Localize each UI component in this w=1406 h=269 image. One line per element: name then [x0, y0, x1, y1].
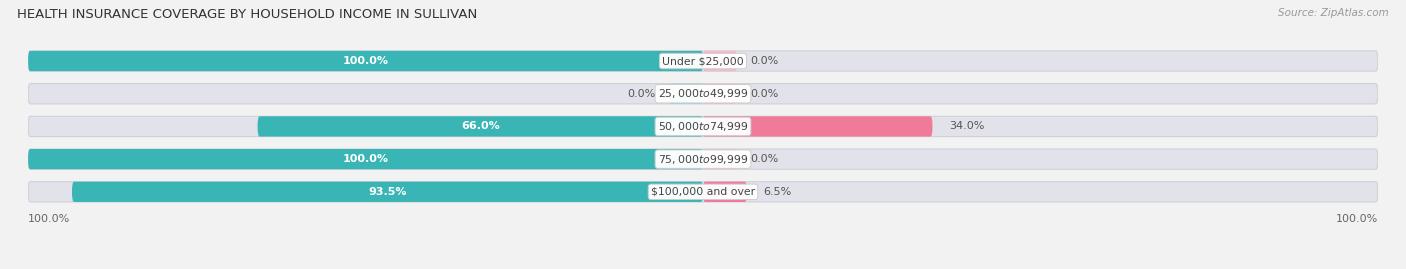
Text: $50,000 to $74,999: $50,000 to $74,999	[658, 120, 748, 133]
Text: 100.0%: 100.0%	[1336, 214, 1378, 224]
Text: Under $25,000: Under $25,000	[662, 56, 744, 66]
FancyBboxPatch shape	[703, 149, 737, 169]
Text: 100.0%: 100.0%	[343, 154, 388, 164]
FancyBboxPatch shape	[28, 84, 1378, 104]
Text: 0.0%: 0.0%	[627, 89, 655, 99]
Text: $75,000 to $99,999: $75,000 to $99,999	[658, 153, 748, 166]
Text: HEALTH INSURANCE COVERAGE BY HOUSEHOLD INCOME IN SULLIVAN: HEALTH INSURANCE COVERAGE BY HOUSEHOLD I…	[17, 8, 477, 21]
FancyBboxPatch shape	[703, 51, 737, 71]
Text: 6.5%: 6.5%	[763, 187, 792, 197]
FancyBboxPatch shape	[257, 116, 703, 137]
FancyBboxPatch shape	[703, 116, 932, 137]
FancyBboxPatch shape	[72, 182, 703, 202]
Text: 0.0%: 0.0%	[751, 56, 779, 66]
Text: $25,000 to $49,999: $25,000 to $49,999	[658, 87, 748, 100]
Text: $100,000 and over: $100,000 and over	[651, 187, 755, 197]
FancyBboxPatch shape	[28, 149, 1378, 169]
Text: 100.0%: 100.0%	[28, 214, 70, 224]
FancyBboxPatch shape	[669, 84, 703, 104]
Text: Source: ZipAtlas.com: Source: ZipAtlas.com	[1278, 8, 1389, 18]
Legend: With Coverage, Without Coverage: With Coverage, Without Coverage	[574, 268, 832, 269]
FancyBboxPatch shape	[703, 84, 737, 104]
Text: 34.0%: 34.0%	[949, 121, 984, 132]
Text: 0.0%: 0.0%	[751, 154, 779, 164]
FancyBboxPatch shape	[28, 149, 703, 169]
FancyBboxPatch shape	[28, 51, 703, 71]
Text: 0.0%: 0.0%	[751, 89, 779, 99]
FancyBboxPatch shape	[703, 182, 747, 202]
Text: 93.5%: 93.5%	[368, 187, 406, 197]
Text: 100.0%: 100.0%	[343, 56, 388, 66]
FancyBboxPatch shape	[28, 182, 1378, 202]
Text: 66.0%: 66.0%	[461, 121, 499, 132]
FancyBboxPatch shape	[28, 116, 1378, 137]
FancyBboxPatch shape	[28, 51, 1378, 71]
